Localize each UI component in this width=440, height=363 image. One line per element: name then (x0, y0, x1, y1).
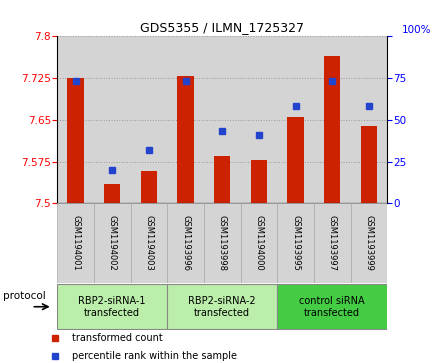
FancyBboxPatch shape (167, 284, 277, 329)
Bar (361, 126, 377, 203)
FancyBboxPatch shape (314, 203, 351, 283)
Bar (204, 36, 241, 203)
FancyBboxPatch shape (241, 203, 277, 283)
Bar (177, 76, 194, 203)
Text: GSM1193996: GSM1193996 (181, 215, 190, 271)
FancyBboxPatch shape (167, 203, 204, 283)
Text: percentile rank within the sample: percentile rank within the sample (72, 351, 237, 361)
Text: GSM1194003: GSM1194003 (144, 215, 154, 271)
Bar (94, 36, 131, 203)
Bar (287, 117, 304, 203)
Bar (277, 36, 314, 203)
Bar (67, 78, 84, 203)
Text: GSM1193997: GSM1193997 (328, 215, 337, 271)
Bar (351, 36, 387, 203)
Title: GDS5355 / ILMN_1725327: GDS5355 / ILMN_1725327 (140, 21, 304, 34)
FancyBboxPatch shape (131, 203, 167, 283)
Bar (104, 184, 121, 203)
Bar (314, 36, 351, 203)
FancyBboxPatch shape (204, 203, 241, 283)
Text: RBP2-siRNA-1
transfected: RBP2-siRNA-1 transfected (78, 296, 146, 318)
Bar (57, 36, 94, 203)
Text: GSM1194002: GSM1194002 (108, 215, 117, 271)
Bar (131, 36, 167, 203)
Text: GSM1194000: GSM1194000 (254, 215, 264, 271)
Bar (141, 171, 157, 203)
Bar (324, 56, 341, 203)
FancyBboxPatch shape (94, 203, 131, 283)
Bar (251, 160, 267, 203)
Text: RBP2-siRNA-2
transfected: RBP2-siRNA-2 transfected (188, 296, 256, 318)
Text: GSM1194001: GSM1194001 (71, 215, 80, 271)
Y-axis label: 100%: 100% (402, 25, 432, 34)
Text: protocol: protocol (3, 291, 46, 301)
Text: control siRNA
transfected: control siRNA transfected (299, 296, 365, 318)
Text: transformed count: transformed count (72, 333, 163, 343)
Bar (241, 36, 277, 203)
Text: GSM1193998: GSM1193998 (218, 215, 227, 271)
FancyBboxPatch shape (351, 203, 387, 283)
Text: GSM1193995: GSM1193995 (291, 215, 300, 271)
Bar (214, 156, 231, 203)
FancyBboxPatch shape (277, 203, 314, 283)
FancyBboxPatch shape (57, 203, 94, 283)
Text: GSM1193999: GSM1193999 (364, 215, 374, 271)
FancyBboxPatch shape (277, 284, 387, 329)
Bar (167, 36, 204, 203)
FancyBboxPatch shape (57, 284, 167, 329)
